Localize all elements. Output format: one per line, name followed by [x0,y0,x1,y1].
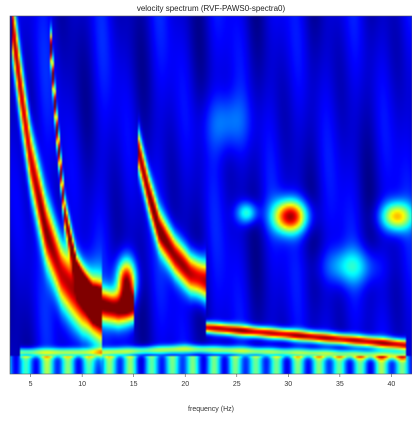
chart-title: velocity spectrum (RVF-PAWS0-spectra0) [137,4,286,13]
x-tick-label: 10 [78,381,86,388]
plot-frame [9,15,412,375]
x-tick-label: 40 [387,381,395,388]
heatmap-plot-area [9,15,412,375]
x-axis-label: frequency (Hz) [188,406,234,413]
x-tick-label: 25 [233,381,241,388]
x-axis-ticks: 5 10 15 20 25 30 35 40 [29,374,395,388]
heatmap-image [10,16,412,374]
x-tick-label: 30 [284,381,292,388]
x-tick-label: 5 [29,381,33,388]
x-tick-label: 20 [181,381,189,388]
x-tick-label: 35 [336,381,344,388]
x-tick-label: 15 [130,381,138,388]
